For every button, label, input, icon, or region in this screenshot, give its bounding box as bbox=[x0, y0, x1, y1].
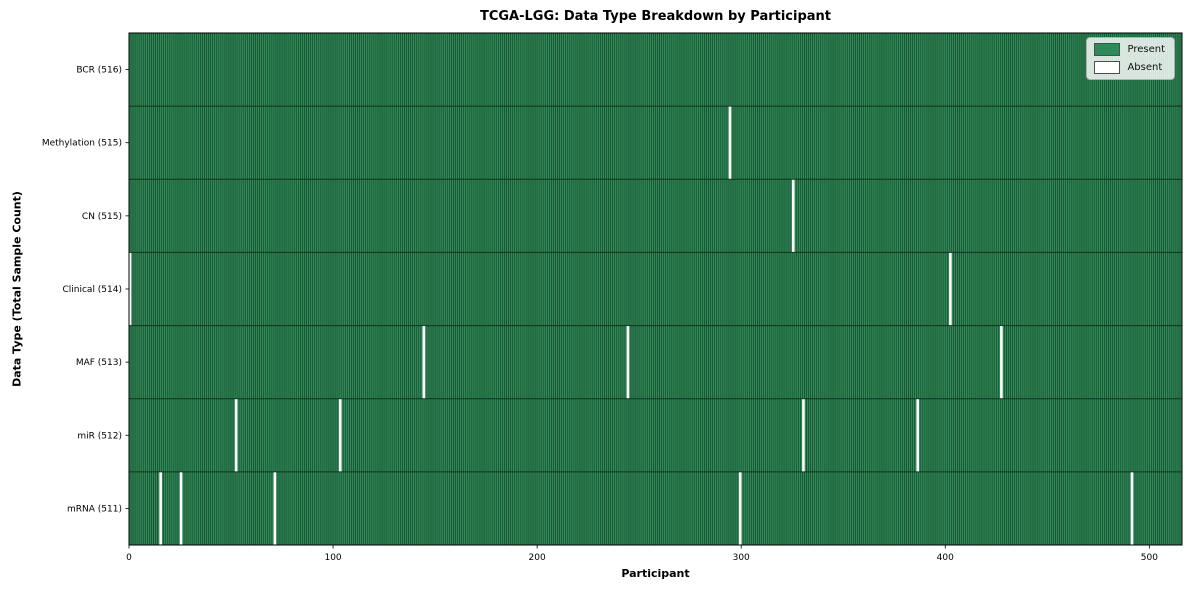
absent-cell-marker bbox=[422, 326, 426, 399]
x-tick-label: 500 bbox=[1141, 553, 1158, 563]
absent-cell-marker bbox=[949, 252, 952, 326]
absent-cell-marker bbox=[791, 179, 795, 253]
absent-cell-marker bbox=[728, 106, 732, 180]
absent-cell-marker bbox=[234, 399, 238, 472]
y-tick-label: MAF (513) bbox=[76, 358, 122, 368]
x-tick-label: 200 bbox=[529, 553, 546, 563]
absent-cell-marker bbox=[273, 472, 277, 545]
absent-cell-marker bbox=[159, 472, 162, 545]
legend-item-absent: Absent bbox=[1094, 61, 1165, 74]
absent-cell-marker bbox=[179, 472, 183, 545]
absent-cell-marker bbox=[1130, 472, 1134, 545]
x-tick-label: 0 bbox=[126, 553, 132, 563]
heatmap-field bbox=[129, 33, 1182, 545]
y-tick-label: mRNA (511) bbox=[67, 504, 122, 514]
y-tick-label: miR (512) bbox=[77, 431, 122, 441]
absent-cell-marker bbox=[128, 252, 132, 326]
plot-border bbox=[128, 32, 1183, 546]
legend-item-present: Present bbox=[1094, 43, 1165, 56]
absent-cell-marker bbox=[916, 399, 920, 472]
legend-label-present: Present bbox=[1127, 44, 1165, 55]
x-axis-label: Participant bbox=[621, 567, 690, 580]
absent-cell-marker bbox=[738, 472, 742, 545]
absent-cell-marker bbox=[338, 399, 342, 472]
y-tick-label: CN (515) bbox=[82, 212, 122, 222]
y-tick-label: BCR (516) bbox=[76, 66, 122, 76]
legend: Present Absent bbox=[1086, 37, 1175, 80]
y-tick-label: Methylation (515) bbox=[42, 139, 122, 149]
x-tick-label: 400 bbox=[937, 553, 954, 563]
y-tick-label: Clinical (514) bbox=[62, 285, 122, 295]
absent-swatch-icon bbox=[1094, 61, 1121, 74]
absent-cell-marker bbox=[1000, 326, 1003, 399]
chart-title: TCGA-LGG: Data Type Breakdown by Partici… bbox=[479, 9, 832, 24]
x-tick-label: 100 bbox=[324, 553, 341, 563]
absent-cell-marker bbox=[626, 326, 630, 399]
legend-label-absent: Absent bbox=[1127, 62, 1163, 73]
absent-cell-marker bbox=[802, 399, 805, 472]
x-tick-label: 300 bbox=[733, 553, 750, 563]
present-swatch-icon bbox=[1094, 43, 1121, 56]
